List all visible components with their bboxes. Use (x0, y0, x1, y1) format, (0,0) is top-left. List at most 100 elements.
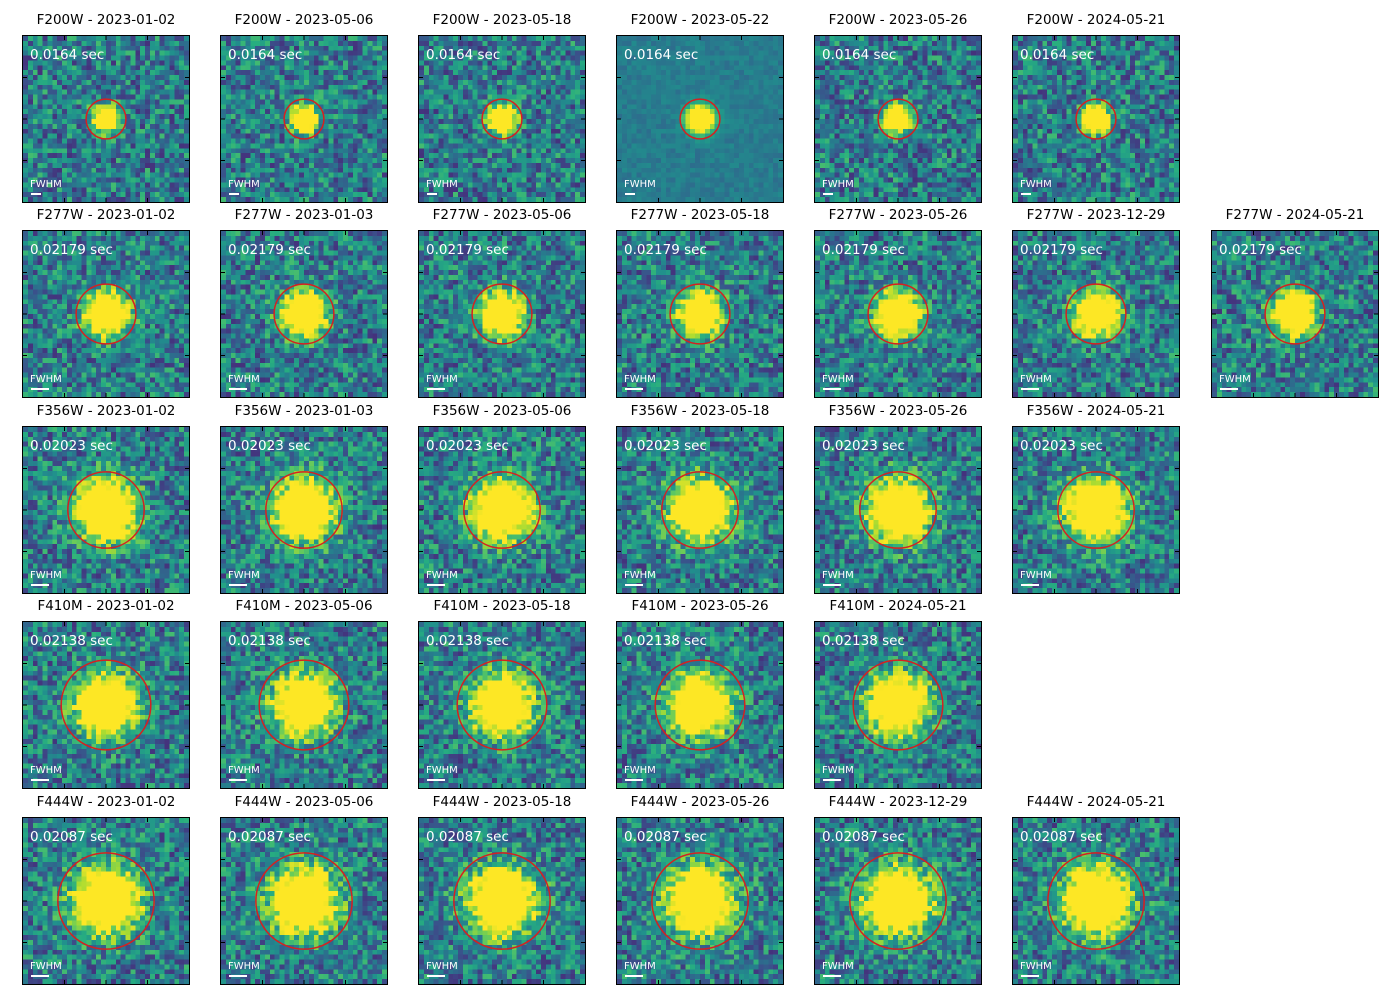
pixel-map (815, 818, 981, 984)
exposure-label: 0.02087 sec (30, 829, 113, 845)
pixel-map (419, 36, 585, 202)
exposure-label: 0.02023 sec (822, 438, 905, 454)
fwhm-label: FWHM (426, 179, 458, 190)
aperture-overlay (815, 622, 981, 788)
fwhm-label: FWHM (1020, 570, 1052, 581)
pixel-map (419, 427, 585, 593)
fwhm-label: FWHM (1020, 961, 1052, 972)
pixel-map (1013, 231, 1179, 397)
fwhm-label: FWHM (426, 374, 458, 385)
cutout-panel: F444W - 2023-05-26 0.02087 sec FWHM (616, 794, 784, 985)
fwhm-scale-bar (31, 193, 41, 195)
exposure-label: 0.0164 sec (228, 47, 303, 63)
aperture-circle (67, 471, 145, 549)
fwhm-label: FWHM (1020, 179, 1052, 190)
cutout-image: 0.02087 sec FWHM (22, 817, 190, 985)
fwhm-label: FWHM (426, 765, 458, 776)
aperture-overlay (815, 818, 981, 984)
exposure-label: 0.0164 sec (624, 47, 699, 63)
exposure-label: 0.0164 sec (426, 47, 501, 63)
aperture-overlay (221, 231, 387, 397)
cutout-panel: F410M - 2024-05-21 0.02138 sec FWHM (814, 598, 982, 789)
panel-title: F200W - 2024-05-21 (1026, 12, 1166, 28)
aperture-circle (867, 283, 929, 345)
cutout-panel: F277W - 2023-01-02 0.02179 sec FWHM (22, 207, 190, 398)
exposure-label: 0.02023 sec (426, 438, 509, 454)
fwhm-scale-bar (823, 388, 841, 390)
aperture-circle (265, 471, 343, 549)
pixel-map (617, 231, 783, 397)
aperture-overlay (1013, 427, 1179, 593)
cutout-image: 0.02179 sec FWHM (220, 230, 388, 398)
cutout-panel: F410M - 2023-05-26 0.02138 sec FWHM (616, 598, 784, 789)
cutout-image: 0.0164 sec FWHM (1012, 35, 1180, 203)
aperture-circle (679, 98, 721, 140)
aperture-circle (85, 98, 127, 140)
aperture-circle (481, 98, 523, 140)
cutout-panel: F277W - 2023-05-26 0.02179 sec FWHM (814, 207, 982, 398)
aperture-circle (877, 98, 919, 140)
cutout-image: 0.02179 sec FWHM (22, 230, 190, 398)
pixel-map (23, 818, 189, 984)
cutout-panel: F200W - 2023-05-22 0.0164 sec FWHM (616, 12, 784, 203)
panel-title: F277W - 2023-01-02 (36, 207, 176, 223)
fwhm-label: FWHM (822, 961, 854, 972)
fwhm-scale-bar (427, 975, 445, 977)
cutout-panel: F444W - 2024-05-21 0.02087 sec FWHM (1012, 794, 1180, 985)
exposure-label: 0.02087 sec (228, 829, 311, 845)
exposure-label: 0.02087 sec (1020, 829, 1103, 845)
fwhm-scale-bar (31, 388, 49, 390)
panel-title: F200W - 2023-05-26 (828, 12, 968, 28)
cutout-panel: F356W - 2023-01-02 0.02023 sec FWHM (22, 403, 190, 594)
cutout-image: 0.02087 sec FWHM (814, 817, 982, 985)
exposure-label: 0.02023 sec (1020, 438, 1103, 454)
fwhm-label: FWHM (228, 961, 260, 972)
cutout-panel: F277W - 2023-05-06 0.02179 sec FWHM (418, 207, 586, 398)
pixel-map (1013, 427, 1179, 593)
aperture-circle (661, 471, 739, 549)
fwhm-label: FWHM (426, 570, 458, 581)
cutout-panel: F277W - 2024-05-21 0.02179 sec FWHM (1211, 207, 1379, 398)
cutout-image: 0.02138 sec FWHM (814, 621, 982, 789)
aperture-overlay (23, 622, 189, 788)
exposure-label: 0.02179 sec (822, 242, 905, 258)
cutout-image: 0.02138 sec FWHM (220, 621, 388, 789)
cutout-image: 0.02179 sec FWHM (1211, 230, 1379, 398)
exposure-label: 0.02138 sec (426, 633, 509, 649)
panel-title: F444W - 2023-01-02 (36, 794, 176, 810)
cutout-panel: F444W - 2023-05-06 0.02087 sec FWHM (220, 794, 388, 985)
fwhm-label: FWHM (228, 374, 260, 385)
aperture-overlay (221, 427, 387, 593)
cutout-panel: F356W - 2023-01-03 0.02023 sec FWHM (220, 403, 388, 594)
aperture-circle (57, 852, 155, 950)
cutout-image: 0.02087 sec FWHM (1012, 817, 1180, 985)
aperture-circle (654, 659, 746, 751)
cutout-image: 0.02179 sec FWHM (616, 230, 784, 398)
aperture-circle (255, 852, 353, 950)
exposure-label: 0.02179 sec (30, 242, 113, 258)
pixel-map (419, 622, 585, 788)
panel-title: F277W - 2023-01-03 (234, 207, 374, 223)
cutout-panel: F444W - 2023-12-29 0.02087 sec FWHM (814, 794, 982, 985)
aperture-overlay (221, 36, 387, 202)
cutout-panel: F444W - 2023-05-18 0.02087 sec FWHM (418, 794, 586, 985)
panel-title: F277W - 2023-12-29 (1026, 207, 1166, 223)
aperture-overlay (617, 36, 783, 202)
pixel-map (1212, 231, 1378, 397)
pixel-map (815, 231, 981, 397)
fwhm-scale-bar (625, 779, 643, 781)
cutout-panel: F410M - 2023-05-18 0.02138 sec FWHM (418, 598, 586, 789)
aperture-overlay (815, 427, 981, 593)
fwhm-label: FWHM (30, 179, 62, 190)
exposure-label: 0.02087 sec (822, 829, 905, 845)
fwhm-scale-bar (31, 975, 49, 977)
fwhm-label: FWHM (624, 570, 656, 581)
exposure-label: 0.02087 sec (624, 829, 707, 845)
aperture-overlay (1013, 231, 1179, 397)
panel-title: F410M - 2023-05-06 (235, 598, 373, 614)
panel-title: F444W - 2023-05-26 (630, 794, 770, 810)
fwhm-scale-bar (1021, 975, 1039, 977)
exposure-label: 0.0164 sec (30, 47, 105, 63)
fwhm-label: FWHM (624, 179, 656, 190)
fwhm-scale-bar (1021, 388, 1039, 390)
